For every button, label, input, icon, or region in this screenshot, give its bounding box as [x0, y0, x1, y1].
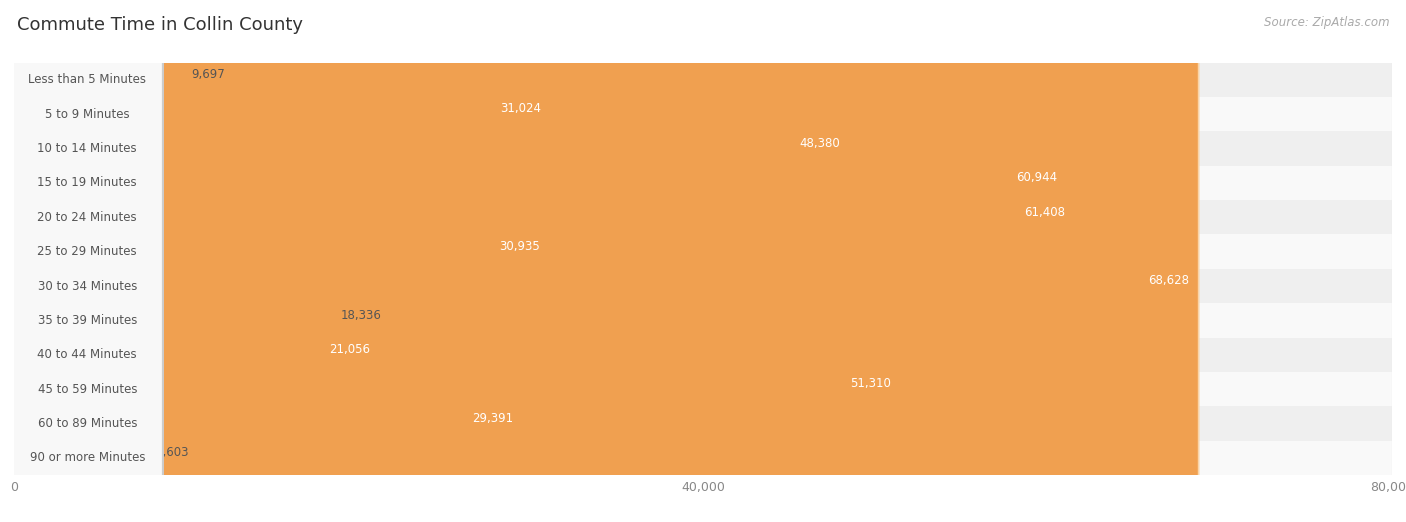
- FancyBboxPatch shape: [11, 0, 851, 522]
- FancyBboxPatch shape: [13, 0, 146, 522]
- FancyBboxPatch shape: [13, 0, 522, 522]
- Text: 9,697: 9,697: [191, 68, 225, 81]
- Bar: [14, 338, 1392, 372]
- Text: 45 to 59 Minutes: 45 to 59 Minutes: [38, 383, 136, 396]
- FancyBboxPatch shape: [13, 0, 332, 522]
- Text: 21,056: 21,056: [329, 343, 370, 356]
- FancyBboxPatch shape: [11, 0, 550, 522]
- Bar: [14, 97, 1392, 132]
- FancyBboxPatch shape: [11, 0, 149, 522]
- Bar: [14, 241, 547, 252]
- FancyBboxPatch shape: [11, 0, 901, 522]
- Text: 61,408: 61,408: [1024, 206, 1064, 219]
- Bar: [14, 303, 1392, 338]
- Bar: [14, 63, 1392, 97]
- Text: 48,380: 48,380: [800, 137, 841, 150]
- FancyBboxPatch shape: [11, 0, 163, 522]
- Bar: [14, 166, 1392, 200]
- Bar: [14, 379, 898, 389]
- Bar: [14, 372, 1392, 406]
- FancyBboxPatch shape: [11, 0, 163, 522]
- FancyBboxPatch shape: [11, 0, 163, 522]
- Text: 15 to 19 Minutes: 15 to 19 Minutes: [38, 176, 136, 189]
- FancyBboxPatch shape: [11, 0, 551, 522]
- Text: 40 to 44 Minutes: 40 to 44 Minutes: [38, 348, 136, 361]
- FancyBboxPatch shape: [13, 0, 849, 522]
- Text: 20 to 24 Minutes: 20 to 24 Minutes: [38, 211, 136, 224]
- FancyBboxPatch shape: [11, 0, 163, 522]
- FancyBboxPatch shape: [13, 0, 183, 522]
- FancyBboxPatch shape: [11, 0, 333, 522]
- FancyBboxPatch shape: [11, 0, 163, 522]
- Text: 68,628: 68,628: [1149, 275, 1189, 287]
- Text: 35 to 39 Minutes: 35 to 39 Minutes: [38, 314, 136, 327]
- FancyBboxPatch shape: [11, 0, 1067, 522]
- Text: 90 or more Minutes: 90 or more Minutes: [30, 452, 145, 465]
- Bar: [14, 138, 848, 149]
- Text: 7,603: 7,603: [155, 446, 188, 459]
- Bar: [14, 310, 330, 321]
- Text: 31,024: 31,024: [501, 102, 541, 115]
- Text: 5 to 9 Minutes: 5 to 9 Minutes: [45, 108, 129, 121]
- Text: 30 to 34 Minutes: 30 to 34 Minutes: [38, 279, 136, 292]
- FancyBboxPatch shape: [11, 0, 523, 522]
- Bar: [14, 173, 1064, 183]
- FancyBboxPatch shape: [11, 0, 163, 522]
- Text: 18,336: 18,336: [340, 309, 381, 322]
- Bar: [14, 234, 1392, 269]
- FancyBboxPatch shape: [11, 0, 163, 522]
- FancyBboxPatch shape: [11, 0, 184, 522]
- FancyBboxPatch shape: [13, 0, 1066, 522]
- Text: 10 to 14 Minutes: 10 to 14 Minutes: [38, 142, 136, 155]
- Bar: [14, 413, 520, 423]
- Text: 25 to 29 Minutes: 25 to 29 Minutes: [38, 245, 136, 258]
- Bar: [14, 447, 145, 458]
- FancyBboxPatch shape: [11, 0, 163, 522]
- FancyBboxPatch shape: [13, 0, 900, 522]
- Text: Commute Time in Collin County: Commute Time in Collin County: [17, 16, 302, 33]
- FancyBboxPatch shape: [11, 0, 163, 522]
- Bar: [14, 269, 1392, 303]
- FancyBboxPatch shape: [11, 0, 1199, 522]
- Bar: [14, 104, 548, 114]
- Text: 60 to 89 Minutes: 60 to 89 Minutes: [38, 417, 136, 430]
- FancyBboxPatch shape: [13, 0, 550, 522]
- Bar: [14, 441, 1392, 475]
- Bar: [14, 69, 181, 80]
- Text: Less than 5 Minutes: Less than 5 Minutes: [28, 73, 146, 86]
- FancyBboxPatch shape: [13, 0, 378, 522]
- Text: Source: ZipAtlas.com: Source: ZipAtlas.com: [1264, 16, 1389, 29]
- Bar: [14, 132, 1392, 166]
- FancyBboxPatch shape: [11, 0, 163, 522]
- Text: 29,391: 29,391: [472, 412, 513, 425]
- FancyBboxPatch shape: [11, 0, 163, 522]
- FancyBboxPatch shape: [13, 0, 1073, 522]
- Text: 60,944: 60,944: [1015, 171, 1057, 184]
- Bar: [14, 345, 377, 355]
- Bar: [14, 406, 1392, 441]
- FancyBboxPatch shape: [13, 0, 1198, 522]
- FancyBboxPatch shape: [13, 0, 548, 522]
- FancyBboxPatch shape: [11, 0, 163, 522]
- Text: 30,935: 30,935: [499, 240, 540, 253]
- FancyBboxPatch shape: [11, 0, 1076, 522]
- Bar: [14, 207, 1071, 217]
- Bar: [14, 200, 1392, 234]
- Text: 51,310: 51,310: [851, 377, 891, 390]
- FancyBboxPatch shape: [11, 0, 380, 522]
- Bar: [14, 276, 1197, 286]
